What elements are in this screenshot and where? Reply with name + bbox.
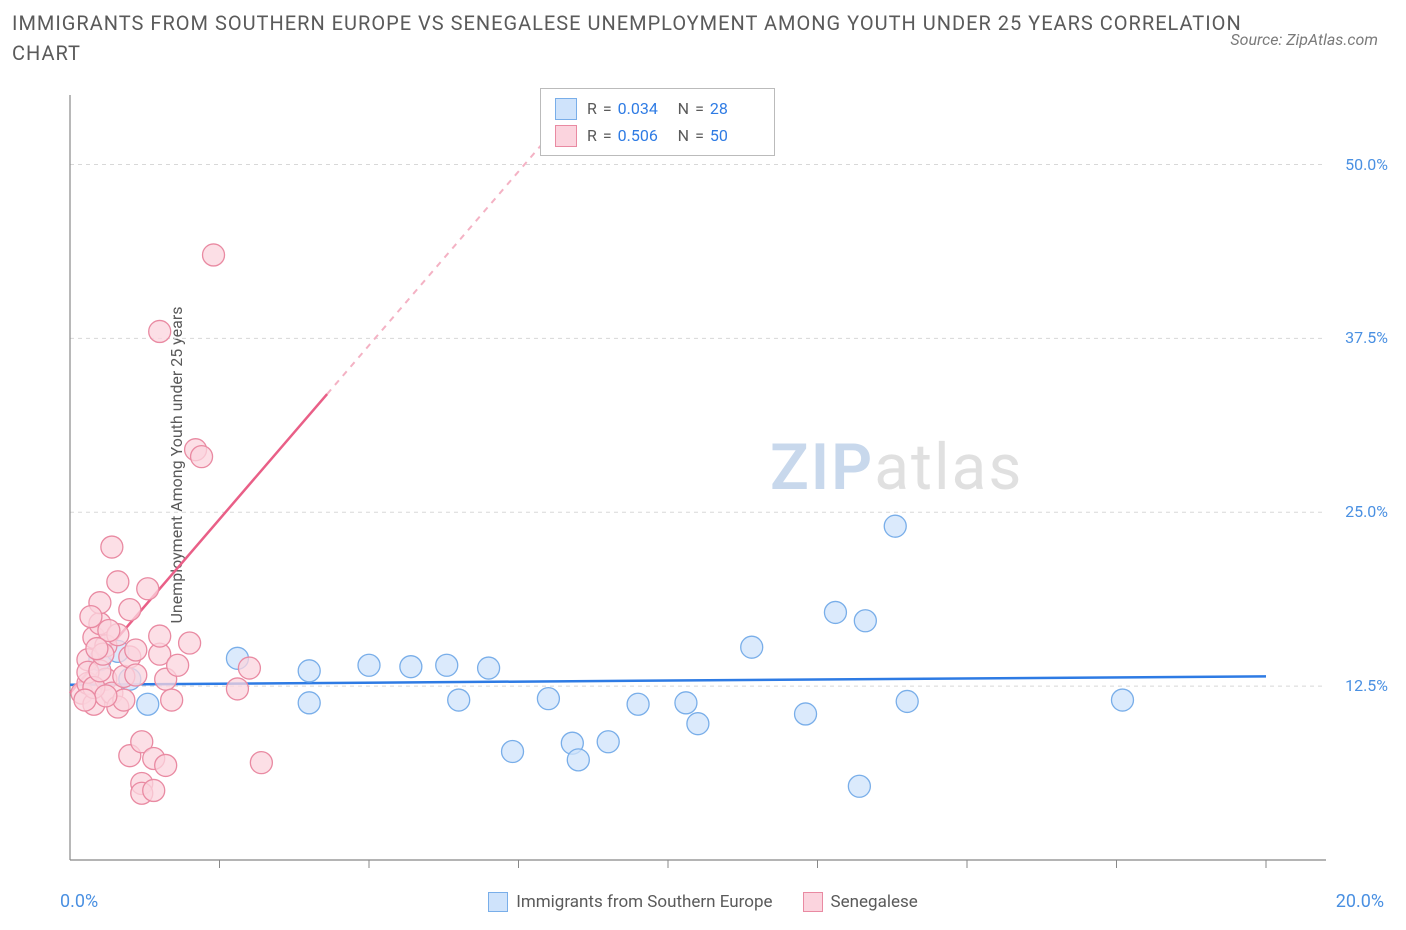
stats-r-label: R: [587, 122, 597, 149]
stats-swatch-blue: [555, 98, 577, 120]
source-label: Source: ZipAtlas.com: [1230, 30, 1378, 49]
legend-item-southern-europe[interactable]: Immigrants from Southern Europe: [488, 892, 772, 912]
y-tick-label: 50.0%: [1345, 155, 1388, 174]
stats-n-value-blue: 28: [710, 95, 760, 122]
stats-swatch-pink: [555, 125, 577, 147]
legend-swatch-pink: [803, 892, 823, 912]
plot-area: [60, 85, 1326, 870]
legend-swatch-blue: [488, 892, 508, 912]
stats-n-label: N: [678, 122, 689, 149]
chart-svg: [60, 85, 1326, 870]
stats-n-label: N: [678, 95, 689, 122]
y-tick-label: 37.5%: [1345, 328, 1388, 347]
stats-r-label: R: [587, 95, 597, 122]
y-tick-label: 25.0%: [1345, 502, 1388, 521]
stats-box: R= 0.034 N= 28 R= 0.506 N= 50: [540, 88, 775, 156]
y-tick-label: 12.5%: [1345, 676, 1388, 695]
chart-title: IMMIGRANTS FROM SOUTHERN EUROPE VS SENEG…: [12, 8, 1246, 68]
stats-r-value-pink: 0.506: [618, 122, 668, 149]
stats-n-value-pink: 50: [710, 122, 760, 149]
stats-row-pink: R= 0.506 N= 50: [555, 122, 760, 149]
legend-label-senegalese: Senegalese: [831, 892, 918, 912]
stats-r-value-blue: 0.034: [618, 95, 668, 122]
legend-item-senegalese[interactable]: Senegalese: [803, 892, 918, 912]
stats-row-blue: R= 0.034 N= 28: [555, 95, 760, 122]
bottom-legend: Immigrants from Southern Europe Senegale…: [0, 892, 1406, 912]
legend-label-southern-europe: Immigrants from Southern Europe: [516, 892, 772, 912]
